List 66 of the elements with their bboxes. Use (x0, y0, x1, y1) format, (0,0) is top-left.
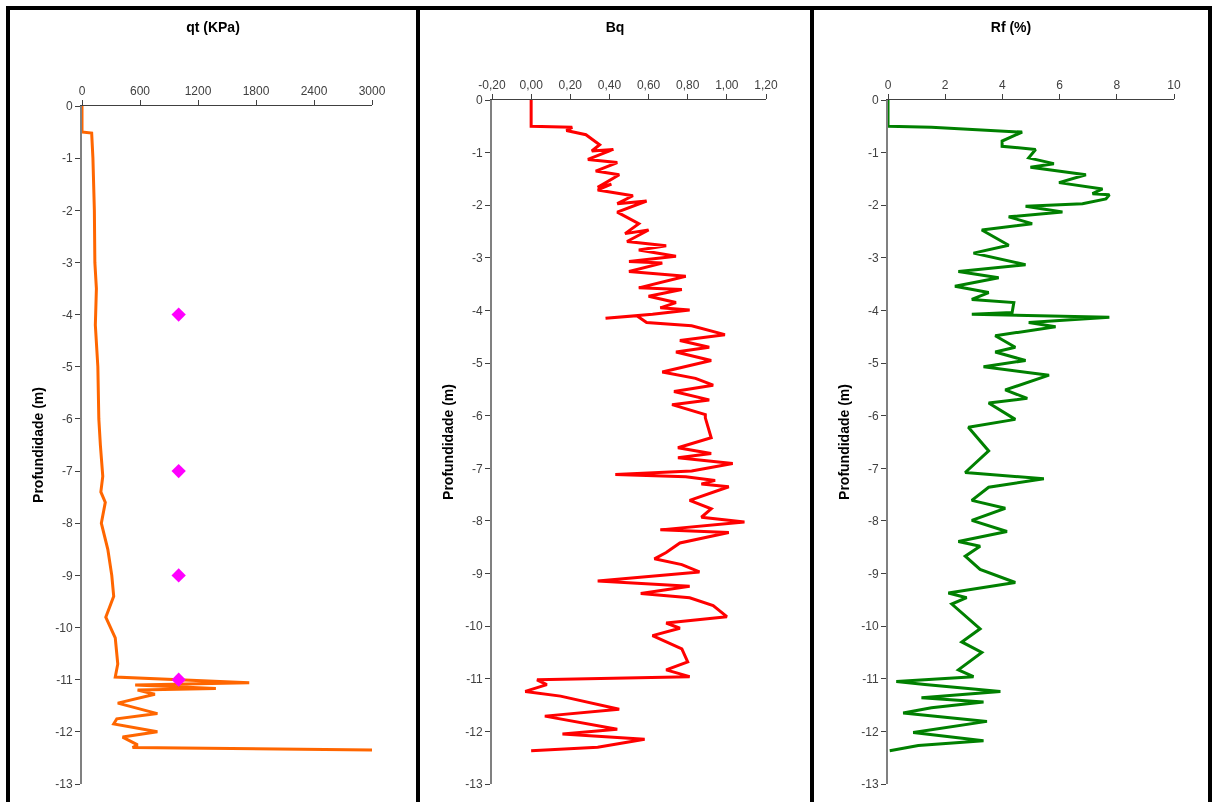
y-tick-label: -6 (471, 408, 483, 423)
y-tick-label: -11 (466, 671, 483, 686)
x-tick-label: 10 (1167, 78, 1181, 93)
x-tick-label: 0,60 (636, 78, 661, 93)
y-tick-label: -12 (861, 724, 879, 739)
x-tick-label: 6 (1056, 78, 1064, 93)
y-tick-label: -2 (61, 203, 73, 218)
y-tick-label: -10 (465, 619, 483, 634)
x-tick-label: 1200 (184, 84, 212, 99)
y-tick-label: -12 (465, 724, 483, 739)
y-tick-label: -5 (61, 359, 73, 374)
y-tick-label: -9 (471, 566, 483, 581)
y-tick-label: -7 (61, 464, 73, 479)
y-tick-label: -13 (55, 777, 73, 792)
x-tick-label: 0 (78, 84, 86, 99)
y-tick-label: -2 (867, 198, 879, 213)
y-tick-label: -1 (867, 145, 879, 160)
x-tick-label: 1,00 (715, 78, 739, 93)
x-tick-label: 0,40 (597, 78, 622, 93)
y-tick-label: -10 (861, 619, 879, 634)
x-tick-label: 600 (129, 84, 151, 99)
chart-title: Bq (605, 18, 625, 35)
x-tick-label: 2 (941, 78, 949, 93)
y-tick-label: -4 (61, 307, 73, 322)
y-tick-label: -6 (61, 412, 73, 427)
y-tick-label: -9 (867, 566, 879, 581)
x-tick-label: 0,00 (519, 78, 544, 93)
y-tick-label: -2 (471, 198, 483, 213)
x-tick-label: 1,20 (754, 78, 778, 93)
y-tick-label: -3 (471, 251, 483, 266)
y-tick-label: -4 (471, 303, 483, 318)
y-tick-label: -3 (867, 251, 879, 266)
chart-title: Rf (%) (990, 18, 1032, 35)
y-tick-label: -8 (61, 516, 73, 531)
y-tick-label: -3 (61, 255, 73, 270)
x-tick-label: 1800 (242, 84, 270, 99)
y-tick-label: -6 (867, 408, 879, 423)
y-axis-title: Profundidade (m) (836, 384, 853, 500)
y-axis-title: Profundidade (m) (30, 387, 47, 503)
y-tick-label: -7 (867, 461, 879, 476)
y-tick-label: -1 (61, 151, 73, 166)
y-tick-label: -10 (55, 620, 73, 635)
x-tick-label: 4 (999, 78, 1007, 93)
y-tick-label: -11 (862, 671, 879, 686)
x-tick-label: 0,80 (676, 78, 700, 93)
x-tick-label: 3000 (358, 84, 386, 99)
y-tick-label: -1 (471, 145, 483, 160)
y-tick-label: -5 (867, 356, 879, 371)
y-tick-label: -4 (867, 303, 879, 318)
y-tick-label: -7 (471, 461, 483, 476)
y-tick-label: -12 (55, 725, 73, 740)
y-tick-label: -13 (465, 777, 483, 792)
y-tick-label: -13 (861, 777, 879, 792)
x-tick-label: 0,20 (558, 78, 583, 93)
y-axis-title: Profundidade (m) (440, 384, 457, 500)
x-tick-label: 8 (1113, 78, 1121, 93)
x-tick-label: 0 (884, 78, 892, 93)
y-tick-label: -9 (61, 568, 73, 583)
y-tick-label: 0 (65, 99, 73, 114)
chart-title: qt (KPa) (186, 18, 240, 35)
x-tick-label: 2400 (300, 84, 328, 99)
y-tick-label: -8 (867, 514, 879, 529)
y-tick-label: -8 (471, 514, 483, 529)
y-tick-label: -5 (471, 356, 483, 371)
y-tick-label: -11 (56, 672, 73, 687)
x-tick-label: -0,20 (478, 78, 506, 93)
